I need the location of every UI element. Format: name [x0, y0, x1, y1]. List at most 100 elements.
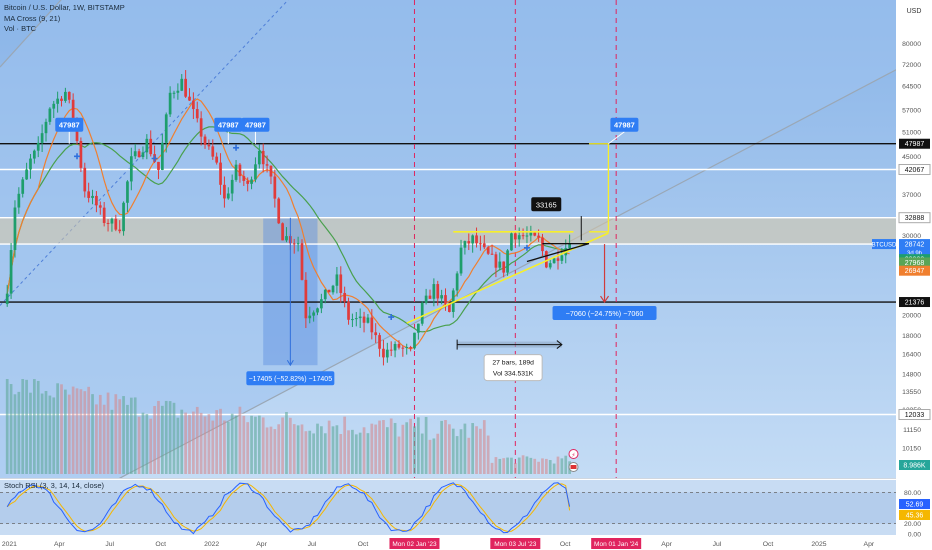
- candle[interactable]: [164, 114, 168, 143]
- callout-47987-box-1[interactable]: [214, 117, 243, 132]
- candle[interactable]: [331, 285, 335, 293]
- candle[interactable]: [141, 152, 145, 158]
- candle[interactable]: [44, 121, 48, 134]
- candle[interactable]: [556, 258, 560, 261]
- resistance-zone[interactable]: [0, 217, 896, 245]
- label-33165-box[interactable]: [531, 197, 562, 212]
- price-label-box-8[interactable]: [898, 409, 931, 421]
- candle[interactable]: [323, 289, 327, 300]
- candle[interactable]: [552, 258, 556, 264]
- candle[interactable]: [513, 233, 517, 240]
- candle[interactable]: [459, 247, 463, 274]
- candle[interactable]: [95, 195, 98, 206]
- candle[interactable]: [424, 295, 428, 303]
- candle[interactable]: [498, 261, 502, 268]
- candle[interactable]: [87, 191, 91, 198]
- candle[interactable]: [300, 243, 304, 280]
- candle[interactable]: [366, 317, 370, 323]
- candle[interactable]: [234, 164, 238, 180]
- candle[interactable]: [250, 179, 253, 184]
- candle[interactable]: [335, 274, 339, 286]
- candle[interactable]: [160, 142, 164, 170]
- stoch-d-line[interactable]: [6, 483, 571, 533]
- candle[interactable]: [52, 103, 56, 109]
- candle[interactable]: [223, 184, 226, 199]
- candle[interactable]: [83, 167, 87, 192]
- candle[interactable]: [21, 179, 25, 194]
- candle[interactable]: [385, 349, 389, 358]
- candle[interactable]: [172, 92, 176, 94]
- candle[interactable]: [56, 98, 59, 104]
- candle[interactable]: [560, 255, 564, 261]
- candle[interactable]: [467, 241, 471, 244]
- channel-midline[interactable]: [0, 0, 896, 306]
- legend-ma-cross[interactable]: MA Cross (9, 21): [4, 13, 61, 23]
- candle[interactable]: [277, 198, 281, 224]
- candle[interactable]: [133, 151, 137, 157]
- candle[interactable]: [440, 295, 443, 299]
- candle[interactable]: [180, 78, 184, 91]
- candle[interactable]: [211, 146, 215, 157]
- candle[interactable]: [188, 96, 191, 101]
- candle[interactable]: [432, 284, 436, 299]
- candle[interactable]: [351, 319, 354, 321]
- stoch-k-box[interactable]: [899, 499, 930, 509]
- candle[interactable]: [320, 299, 323, 309]
- volume-value-box[interactable]: [899, 460, 930, 470]
- candle[interactable]: [199, 118, 203, 137]
- candle[interactable]: [64, 91, 67, 101]
- candle[interactable]: [281, 223, 284, 241]
- candle[interactable]: [382, 348, 385, 358]
- price-label-box-0[interactable]: [899, 138, 930, 149]
- candle[interactable]: [436, 284, 440, 299]
- candle[interactable]: [393, 343, 397, 351]
- candle[interactable]: [479, 243, 482, 245]
- candle[interactable]: [257, 150, 261, 165]
- candle[interactable]: [316, 308, 319, 313]
- candle[interactable]: [304, 279, 308, 319]
- signal-plus-icon[interactable]: [388, 314, 395, 321]
- candle[interactable]: [296, 243, 300, 245]
- candle[interactable]: [389, 349, 393, 351]
- candle[interactable]: [238, 164, 242, 177]
- candle[interactable]: [13, 207, 17, 251]
- candle[interactable]: [413, 332, 416, 349]
- candle[interactable]: [29, 158, 32, 170]
- candle[interactable]: [494, 254, 498, 268]
- price-label-box-6[interactable]: [899, 265, 930, 276]
- candle[interactable]: [525, 235, 529, 237]
- candle[interactable]: [110, 218, 114, 224]
- candle[interactable]: [506, 250, 509, 273]
- candle[interactable]: [192, 100, 195, 110]
- candle[interactable]: [521, 235, 525, 237]
- candle[interactable]: [17, 193, 21, 208]
- candle[interactable]: [9, 250, 13, 294]
- price-label-box-7[interactable]: [899, 297, 930, 308]
- candle[interactable]: [502, 261, 506, 273]
- candle[interactable]: [60, 98, 63, 101]
- upside-projection[interactable]: [589, 143, 610, 233]
- candle[interactable]: [420, 302, 424, 324]
- candle[interactable]: [409, 347, 412, 349]
- drop-2022-box[interactable]: [246, 371, 335, 386]
- candle[interactable]: [482, 243, 486, 248]
- candle[interactable]: [463, 241, 467, 248]
- candle[interactable]: [67, 91, 71, 100]
- candle[interactable]: [475, 235, 478, 244]
- candle[interactable]: [510, 233, 513, 251]
- candle[interactable]: [36, 142, 40, 151]
- legend-volume[interactable]: Vol · BTC: [4, 24, 37, 33]
- candle[interactable]: [327, 289, 331, 293]
- candle[interactable]: [537, 235, 540, 238]
- candle[interactable]: [106, 222, 110, 224]
- candle[interactable]: [343, 292, 347, 302]
- candle[interactable]: [5, 293, 9, 305]
- price-label-box-3[interactable]: [899, 239, 930, 258]
- date-marker-box-0[interactable]: [389, 538, 440, 549]
- range-measure-box[interactable]: [483, 354, 543, 382]
- candle[interactable]: [226, 193, 230, 199]
- candle[interactable]: [401, 347, 405, 349]
- downside-projection-box[interactable]: [552, 306, 657, 321]
- candle[interactable]: [149, 138, 153, 155]
- candle[interactable]: [246, 180, 250, 184]
